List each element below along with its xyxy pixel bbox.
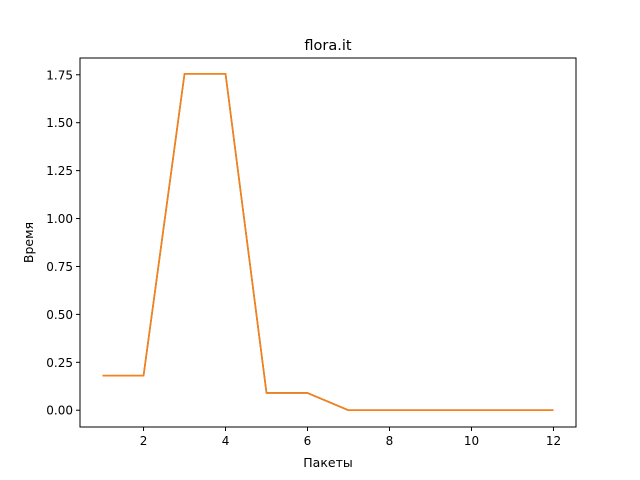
x-tick-label: 2 <box>140 434 148 448</box>
x-tick-label: 6 <box>304 434 312 448</box>
y-tick-label: 0.50 <box>46 308 73 322</box>
y-tick-label: 0.75 <box>46 260 73 274</box>
x-axis-label: Пакеты <box>303 455 352 470</box>
y-tick-label: 1.25 <box>46 164 73 178</box>
y-tick-label: 1.75 <box>46 68 73 82</box>
plot-area <box>102 73 554 412</box>
axes-frame <box>79 57 577 428</box>
x-tick-label: 8 <box>386 434 394 448</box>
series-line-2 <box>102 73 554 412</box>
x-tick-label: 10 <box>464 434 479 448</box>
y-tick-label: 1.00 <box>46 212 73 226</box>
y-tick-label: 0.25 <box>46 356 73 370</box>
y-tick-label: 0.00 <box>46 404 73 418</box>
y-axis-ticks: 0.00 0.25 0.50 0.75 1.00 1.25 1.50 1.75 <box>46 68 80 418</box>
y-tick-label: 1.50 <box>46 116 73 130</box>
y-axis-label: Время <box>21 222 36 263</box>
x-tick-label: 4 <box>222 434 230 448</box>
x-tick-label: 12 <box>546 434 561 448</box>
chart-title: flora.it <box>304 38 351 54</box>
x-axis-ticks: 2 4 6 8 10 12 <box>140 427 561 448</box>
